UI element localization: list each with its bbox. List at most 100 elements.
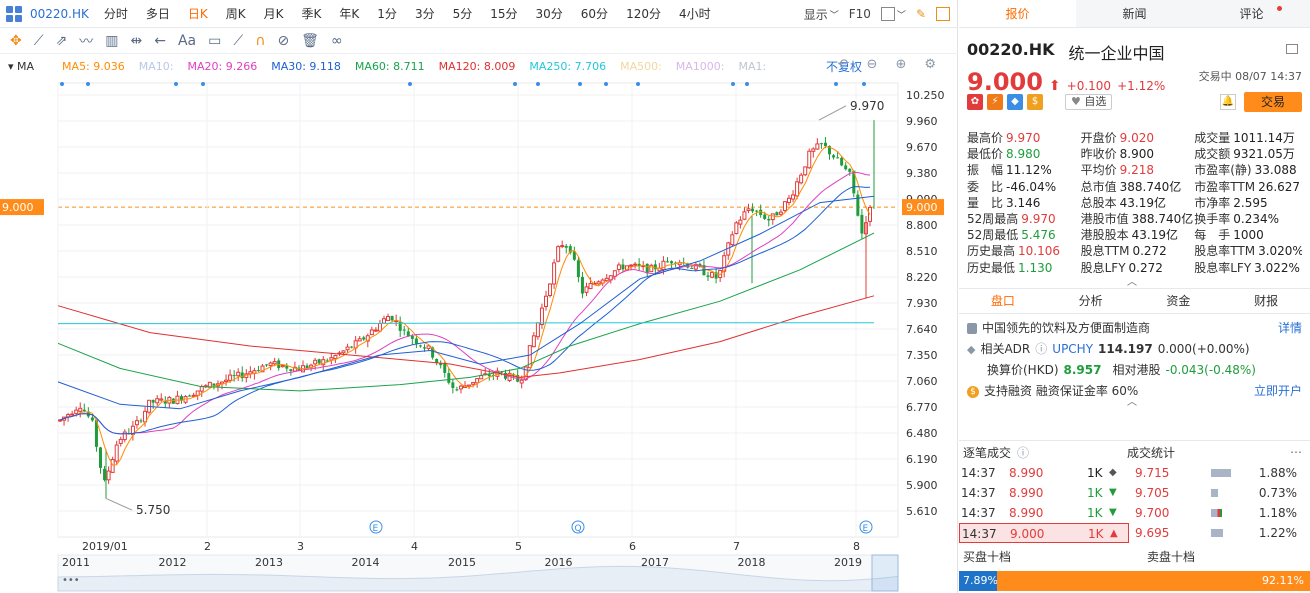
- candle-body[interactable]: [787, 197, 791, 203]
- candle-body[interactable]: [807, 150, 812, 169]
- candle-body[interactable]: [418, 345, 422, 347]
- candle-body[interactable]: [350, 346, 354, 348]
- tab-orderbook[interactable]: 盘口: [990, 294, 1015, 308]
- tab-analysis[interactable]: 分析: [1078, 294, 1103, 308]
- line-tool-icon[interactable]: ⟋: [33, 32, 44, 49]
- candle-body[interactable]: [706, 275, 710, 277]
- candle-body[interactable]: [447, 373, 451, 383]
- candle-body[interactable]: [240, 372, 244, 379]
- chevron-up-icon[interactable]: ︿: [1127, 397, 1137, 408]
- tick-list[interactable]: 14:37 8.990 1K ◆ 14:37 8.990 1K ▼ 14:37 8.990 1K ▼ 1…: [959, 463, 1129, 543]
- candle-body[interactable]: [443, 363, 447, 373]
- ma-legend-item[interactable]: MA30: 9.118: [271, 59, 341, 73]
- candle-body[interactable]: [289, 369, 293, 371]
- candle-body[interactable]: [455, 389, 459, 391]
- candle-body[interactable]: [191, 394, 196, 397]
- tab-quote[interactable]: 报价: [959, 0, 1076, 27]
- candle-body[interactable]: [232, 375, 236, 377]
- period-tab[interactable]: 多日: [145, 7, 170, 21]
- text-tool-icon[interactable]: Aa: [177, 32, 197, 49]
- candle-body[interactable]: [746, 208, 751, 212]
- comment-tool-icon[interactable]: ▭: [208, 32, 222, 49]
- candle-body[interactable]: [134, 420, 139, 426]
- tick-row[interactable]: 14:37 8.990 1K ▼: [959, 503, 1129, 523]
- candle-body[interactable]: [527, 345, 532, 369]
- candle-body[interactable]: [451, 382, 455, 388]
- period-tab[interactable]: 月K: [263, 7, 284, 21]
- candle-body[interactable]: [690, 267, 694, 269]
- candle-body[interactable]: [410, 336, 414, 339]
- period-tab[interactable]: 3分: [414, 7, 435, 21]
- candle-body[interactable]: [74, 409, 79, 414]
- event-marker[interactable]: [862, 82, 866, 86]
- collapse-icon[interactable]: [1286, 44, 1298, 54]
- candle-body[interactable]: [458, 385, 463, 390]
- pencil-icon[interactable]: ✎: [915, 7, 926, 21]
- candle-body[interactable]: [552, 262, 557, 285]
- fib-tool-icon[interactable]: ▥: [105, 32, 119, 49]
- candle-body[interactable]: [775, 212, 779, 216]
- candle-body[interactable]: [572, 251, 576, 260]
- candle-body[interactable]: [770, 213, 775, 221]
- candle-body[interactable]: [596, 281, 601, 285]
- candle-body[interactable]: [832, 155, 836, 158]
- kline-chart[interactable]: 10.2509.9609.6709.3809.0909.0009.0008.80…: [0, 77, 958, 593]
- candle-body[interactable]: [670, 261, 674, 264]
- candle-body[interactable]: [782, 201, 787, 212]
- adjust-dropdown[interactable]: 不复权: [825, 60, 862, 74]
- candle-body[interactable]: [325, 360, 329, 362]
- candle-body[interactable]: [730, 234, 735, 246]
- candle-body[interactable]: [212, 383, 216, 386]
- candle-body[interactable]: [661, 260, 666, 270]
- candle-body[interactable]: [280, 364, 285, 368]
- ma-toggle[interactable]: ▾ MA: [8, 59, 35, 73]
- candle-body[interactable]: [823, 142, 827, 147]
- earnings-marker[interactable]: [369, 520, 383, 534]
- candle-body[interactable]: [382, 318, 386, 324]
- volstat-row[interactable]: 9.695 1.22%: [1135, 523, 1305, 543]
- candle-body[interactable]: [272, 361, 277, 365]
- candle-body[interactable]: [365, 335, 370, 342]
- candle-body[interactable]: [844, 165, 848, 170]
- candle-body[interactable]: [519, 379, 524, 384]
- candle-body[interactable]: [471, 382, 476, 385]
- ma-legend-item[interactable]: MA1000:: [675, 59, 725, 73]
- candle-body[interactable]: [70, 413, 75, 416]
- candle-body[interactable]: [512, 374, 516, 376]
- candle-body[interactable]: [414, 338, 418, 344]
- candle-body[interactable]: [576, 260, 580, 278]
- volstat-row[interactable]: 9.715 1.88%: [1135, 463, 1305, 483]
- candle-body[interactable]: [755, 210, 759, 212]
- candle-body[interactable]: [386, 316, 391, 322]
- tick-row[interactable]: 14:37 8.990 1K ▼: [959, 483, 1129, 503]
- tick-row[interactable]: 14:37 9.000 1K ▲: [959, 523, 1129, 543]
- candle-body[interactable]: [767, 218, 771, 221]
- candle-body[interactable]: [487, 374, 491, 377]
- candle-body[interactable]: [139, 420, 143, 422]
- candle-body[interactable]: [612, 270, 617, 277]
- candle-body[interactable]: [714, 272, 718, 279]
- bell-icon[interactable]: 🔔: [1220, 94, 1236, 110]
- candle-body[interactable]: [852, 170, 856, 194]
- candle-body[interactable]: [180, 396, 183, 401]
- help-icon[interactable]: ⓘ: [1017, 445, 1030, 460]
- panel-toggle-icon[interactable]: [936, 7, 950, 21]
- candle-body[interactable]: [799, 174, 804, 184]
- period-tab[interactable]: 30分: [535, 7, 563, 21]
- period-tab[interactable]: 年K: [339, 7, 360, 21]
- candle-body[interactable]: [151, 399, 155, 403]
- candle-body[interactable]: [763, 214, 767, 219]
- navigator-menu-icon[interactable]: •••: [62, 575, 80, 586]
- navigator-window[interactable]: [871, 554, 899, 592]
- plot-area[interactable]: [57, 82, 899, 538]
- arrow-tool-icon[interactable]: ←: [154, 32, 166, 49]
- candle-body[interactable]: [645, 263, 649, 274]
- period-tab[interactable]: 5分: [452, 7, 473, 21]
- period-tab[interactable]: 120分: [626, 7, 661, 21]
- candle-body[interactable]: [199, 386, 204, 392]
- candle-body[interactable]: [285, 365, 289, 369]
- display-dropdown[interactable]: 显示: [803, 7, 828, 22]
- candle-body[interactable]: [815, 143, 820, 150]
- ma-legend-item[interactable]: MA1:: [738, 59, 767, 73]
- ma-legend-item[interactable]: MA5: 9.036: [62, 59, 125, 73]
